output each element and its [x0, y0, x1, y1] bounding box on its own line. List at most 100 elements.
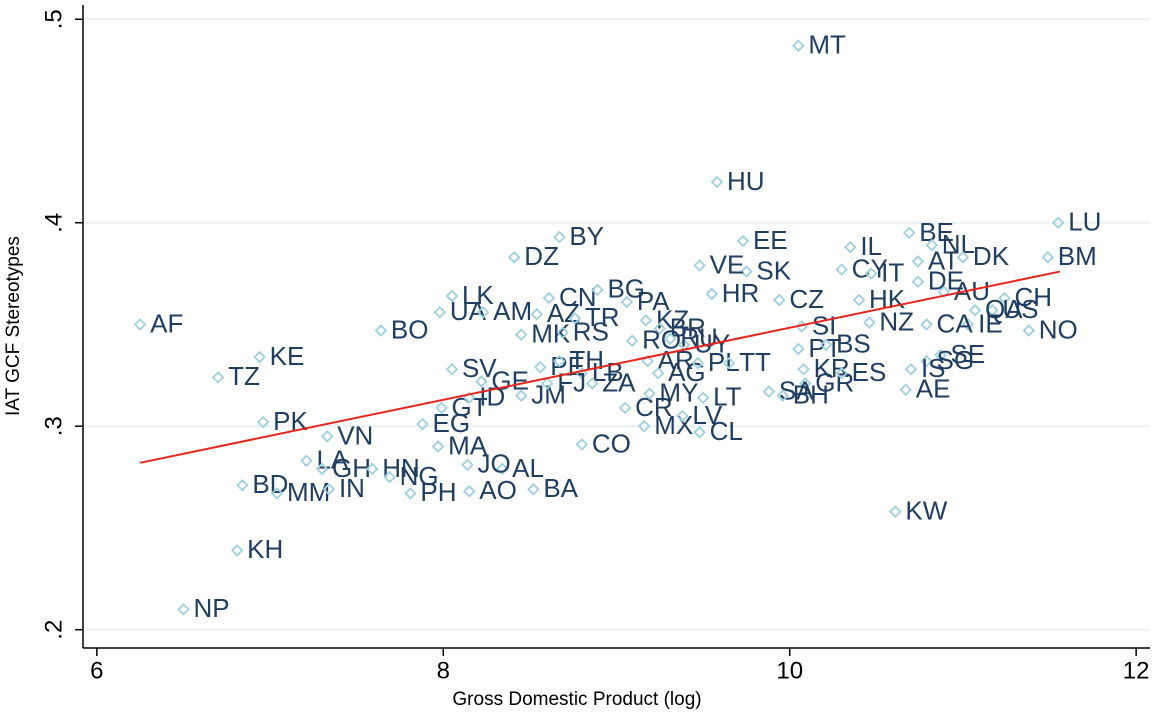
point-label: BD — [252, 469, 288, 499]
point — [889, 505, 902, 518]
point-label: TR — [585, 302, 620, 332]
point-label: BA — [543, 473, 578, 503]
point — [404, 487, 417, 500]
point-label: CA — [937, 308, 974, 338]
point-label: BS — [836, 329, 871, 359]
point-label: IS — [921, 353, 946, 383]
point — [534, 360, 547, 374]
y-tick-label: .4 — [40, 213, 67, 233]
point-label: ES — [852, 357, 887, 387]
point — [625, 334, 639, 348]
point-label: JO — [478, 449, 511, 479]
point — [530, 308, 544, 321]
point-label: CR — [635, 392, 673, 422]
point-label: PA — [637, 286, 670, 316]
point — [663, 332, 677, 345]
point — [365, 462, 379, 476]
point — [899, 383, 913, 396]
point-label: BM — [1058, 241, 1097, 271]
point — [835, 263, 848, 276]
point — [710, 175, 724, 189]
point — [416, 417, 429, 431]
x-axis-title: Gross Domestic Product (log) — [452, 689, 701, 710]
point — [568, 312, 582, 325]
point-label: SG — [937, 345, 975, 375]
point — [643, 387, 656, 400]
point — [920, 318, 933, 331]
point-label: NZ — [879, 306, 914, 336]
point — [651, 367, 665, 380]
point-label: DE — [928, 266, 964, 296]
point-label: RS — [573, 316, 609, 346]
point — [527, 483, 540, 496]
point-label: BH — [793, 380, 829, 410]
point — [902, 226, 916, 240]
point-label: CO — [592, 428, 631, 458]
point — [462, 485, 476, 498]
point-label: BY — [569, 221, 604, 251]
point — [691, 356, 705, 370]
point — [514, 328, 528, 341]
point — [693, 259, 706, 272]
y-tick-label: .5 — [40, 9, 67, 29]
y-axis-title: IAT GCF Stereotypes — [3, 236, 24, 416]
point — [639, 314, 653, 327]
point — [961, 318, 975, 331]
point — [256, 415, 270, 429]
point — [542, 291, 556, 305]
point — [736, 234, 750, 248]
point — [641, 354, 654, 368]
point-label: CZ — [789, 284, 824, 314]
point — [476, 305, 490, 319]
point — [722, 356, 736, 370]
point-label: HR — [722, 278, 760, 308]
point — [383, 470, 396, 484]
point-label: DZ — [524, 241, 559, 271]
point-label: CL — [710, 416, 743, 446]
point-label: NP — [193, 593, 229, 623]
point-label: AG — [668, 357, 706, 387]
point-label: SA — [779, 375, 814, 405]
point — [819, 338, 833, 352]
point — [553, 354, 566, 368]
point-label: IE — [978, 308, 1003, 338]
point — [937, 285, 951, 299]
point — [852, 293, 866, 307]
x-tick-label: 8 — [437, 657, 450, 684]
x-tick-label: 12 — [1123, 657, 1150, 684]
point — [792, 39, 805, 52]
point-label: CN — [559, 282, 597, 312]
point-label: IL — [860, 231, 882, 261]
point-label: HK — [869, 284, 906, 314]
point-label: PL — [708, 347, 740, 377]
point-label: NL — [942, 229, 975, 259]
point — [475, 375, 488, 388]
point — [762, 385, 776, 398]
point-label: QA — [985, 294, 1023, 324]
point-label: KE — [270, 341, 305, 371]
point-label: JM — [531, 380, 566, 410]
point — [653, 322, 667, 335]
point-label: SK — [756, 255, 791, 285]
point — [445, 362, 459, 376]
point-label: AF — [150, 308, 183, 338]
point — [776, 389, 790, 402]
point-label: EG — [433, 408, 471, 438]
point — [270, 487, 284, 500]
point — [925, 238, 939, 252]
point — [986, 303, 999, 317]
point-label: AO — [479, 475, 517, 505]
point — [230, 544, 244, 557]
point-label: IN — [339, 473, 365, 503]
point-label: AL — [512, 453, 544, 483]
point — [445, 289, 459, 303]
point — [740, 265, 753, 278]
point — [575, 438, 589, 451]
point — [705, 287, 719, 301]
point — [792, 342, 805, 356]
x-tick-label: 6 — [90, 657, 103, 684]
point-label: DK — [973, 241, 1010, 271]
point — [799, 377, 812, 390]
point — [435, 401, 448, 415]
